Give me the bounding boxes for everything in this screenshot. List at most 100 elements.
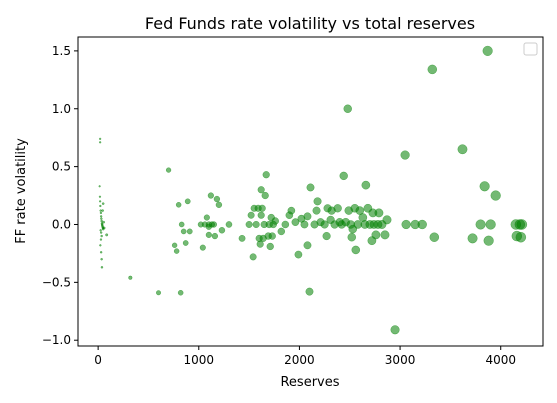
x-axis: 0 1000 2000 3000 4000 <box>94 346 516 367</box>
data-point <box>98 195 102 198</box>
data-point <box>313 197 322 206</box>
data-point <box>99 204 102 208</box>
data-point <box>374 208 384 218</box>
data-point <box>427 64 437 75</box>
data-point <box>417 219 427 230</box>
data-point <box>99 137 102 140</box>
y-tick-label: 0.0 <box>52 217 71 231</box>
data-point <box>467 233 478 244</box>
data-point <box>361 180 371 190</box>
data-point <box>281 220 290 229</box>
data-point <box>249 253 257 261</box>
data-point <box>390 325 400 335</box>
data-point <box>322 232 331 241</box>
data-point <box>99 238 103 241</box>
data-point <box>100 266 104 269</box>
data-point <box>485 219 496 230</box>
data-point <box>175 202 182 208</box>
data-point <box>171 242 178 248</box>
y-tick-label: −1.0 <box>42 333 71 347</box>
data-point <box>247 211 255 219</box>
data-point <box>207 192 214 199</box>
data-point <box>99 200 102 203</box>
data-point <box>482 45 493 56</box>
data-point <box>210 221 217 228</box>
data-point <box>382 215 392 225</box>
data-point <box>99 209 102 212</box>
points-layer <box>98 45 528 335</box>
y-axis: −1.0 −0.5 0.0 0.5 1.0 1.5 <box>42 44 78 347</box>
data-point <box>312 206 321 215</box>
x-axis-label: Reserves <box>280 375 339 390</box>
data-point <box>98 185 101 188</box>
data-point <box>218 227 226 234</box>
y-tick-label: −0.5 <box>42 275 71 289</box>
x-tick-label: 2000 <box>284 353 315 367</box>
data-point <box>457 144 468 155</box>
x-tick-label: 0 <box>94 353 102 367</box>
legend-box <box>523 42 538 56</box>
data-point <box>165 167 172 173</box>
data-point <box>339 171 348 181</box>
data-point <box>225 221 233 228</box>
data-point <box>252 220 260 228</box>
data-point <box>490 190 501 201</box>
data-point <box>99 211 103 215</box>
data-point <box>271 217 279 225</box>
x-tick-label: 3000 <box>385 353 416 367</box>
y-axis-label: FF rate volatility <box>14 138 29 244</box>
data-point <box>291 218 300 226</box>
data-point <box>184 198 191 205</box>
y-tick-label: 1.0 <box>52 102 71 116</box>
data-point <box>99 251 103 254</box>
data-point <box>475 219 486 230</box>
data-point <box>258 204 266 212</box>
data-point <box>262 171 270 179</box>
data-point <box>100 217 103 220</box>
data-point <box>173 248 180 254</box>
data-point <box>203 214 210 221</box>
data-point <box>277 227 286 236</box>
chart-title: Fed Funds rate volatility vs total reser… <box>145 14 475 33</box>
data-point <box>266 242 274 251</box>
y-tick-label: 1.5 <box>52 44 71 58</box>
data-point <box>101 209 104 212</box>
data-point <box>400 150 410 160</box>
data-point <box>380 230 390 240</box>
data-point <box>256 240 264 248</box>
data-point <box>213 195 221 203</box>
data-point <box>479 181 490 192</box>
data-point <box>245 221 253 228</box>
data-point <box>177 290 184 296</box>
data-point <box>483 235 494 246</box>
data-point <box>300 220 309 229</box>
data-point <box>303 212 312 221</box>
data-point <box>100 258 103 261</box>
x-tick-label: 4000 <box>485 353 516 367</box>
data-point <box>257 211 265 219</box>
data-point <box>347 233 356 242</box>
data-point <box>215 201 223 208</box>
data-point <box>178 221 185 228</box>
plot-area <box>78 37 543 346</box>
data-point <box>371 230 381 240</box>
data-point <box>205 231 212 238</box>
x-tick-label: 1000 <box>184 353 215 367</box>
data-point <box>102 226 106 230</box>
data-point <box>128 275 133 280</box>
data-point <box>305 287 314 296</box>
data-point <box>105 233 109 237</box>
data-point <box>238 234 246 242</box>
data-point <box>180 228 187 235</box>
data-point <box>101 202 105 205</box>
data-point <box>186 228 193 235</box>
data-point <box>516 219 528 230</box>
data-point <box>100 234 103 238</box>
data-point <box>268 232 276 240</box>
data-point <box>199 244 206 251</box>
data-point <box>257 186 265 194</box>
data-point <box>303 241 312 250</box>
data-point <box>294 250 303 259</box>
plot-frame <box>77 36 544 347</box>
data-point <box>515 232 527 243</box>
